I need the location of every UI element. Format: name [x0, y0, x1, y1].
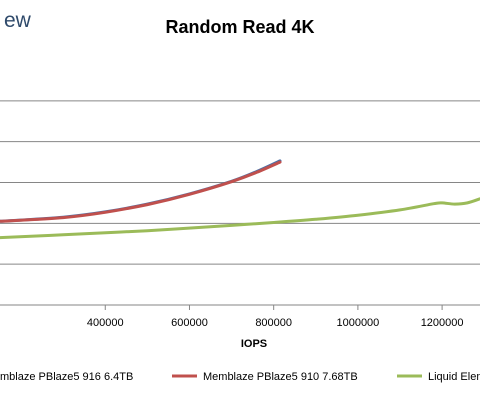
series-line-2	[0, 160, 282, 223]
x-tick-label: 600000	[171, 317, 208, 329]
legend-label: Liquid Elem	[428, 371, 480, 383]
series-line-1	[0, 159, 282, 223]
legend-label: mblaze PBlaze5 916 6.4TB	[0, 371, 133, 383]
legend-label: Memblaze PBlaze5 910 7.68TB	[203, 371, 358, 383]
legend: mblaze PBlaze5 916 6.4TB Memblaze PBlaze5…	[0, 371, 480, 383]
series-line-3	[0, 197, 480, 240]
x-axis-title: IOPS	[241, 338, 267, 350]
x-tick-label: 1000000	[336, 317, 379, 329]
gridlines	[0, 100, 480, 265]
brand-logo-text: ew	[4, 9, 32, 32]
x-tick-label: 800000	[255, 317, 292, 329]
x-tick-label: 400000	[87, 317, 124, 329]
x-ticks: 400000 600000 800000 1000000 1200000	[87, 305, 464, 329]
series-lines	[0, 159, 480, 240]
x-tick-label: 1200000	[421, 317, 464, 329]
chart-title: Random Read 4K	[165, 17, 314, 37]
